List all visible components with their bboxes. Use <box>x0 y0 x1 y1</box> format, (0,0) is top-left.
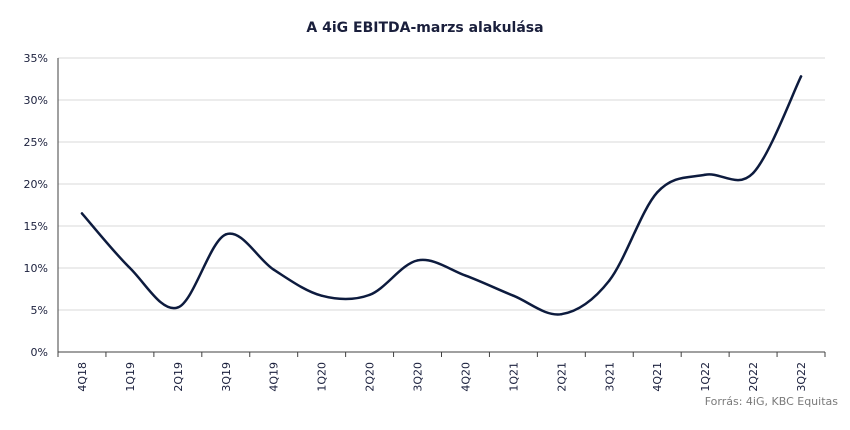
x-tick-label: 4Q21 <box>651 362 664 392</box>
y-axis-ticks: 0% 5% 10% 15% 20% 25% 30% 35% <box>24 52 48 359</box>
data-point <box>464 274 467 277</box>
series <box>80 75 803 316</box>
data-point <box>128 266 132 270</box>
y-tick-label: 15% <box>24 220 48 233</box>
data-point <box>608 279 611 282</box>
chart-title: A 4iG EBITDA-marzs alakulása <box>306 20 544 36</box>
x-tick-label: 2Q21 <box>555 362 568 392</box>
data-point <box>703 173 707 176</box>
data-point <box>80 212 84 215</box>
x-tick-label: 2Q20 <box>364 362 377 392</box>
data-point <box>751 171 755 175</box>
x-tick-label: 1Q22 <box>699 362 712 392</box>
x-tick-label: 3Q20 <box>412 362 425 392</box>
y-tick-label: 5% <box>31 304 48 317</box>
x-tick-label: 1Q19 <box>124 362 137 392</box>
x-tick-label: 3Q19 <box>220 362 233 392</box>
data-point <box>656 191 659 194</box>
data-point <box>512 294 515 297</box>
series-line <box>80 75 803 316</box>
y-tick-label: 20% <box>24 178 48 191</box>
x-tick-label: 3Q21 <box>603 362 616 392</box>
data-point <box>176 306 180 309</box>
data-point <box>799 75 803 78</box>
x-tick-label: 1Q21 <box>507 362 520 392</box>
data-point <box>272 268 275 271</box>
x-tick-label: 2Q19 <box>172 362 185 392</box>
x-tick-label: 4Q18 <box>76 362 89 392</box>
x-tick-label: 1Q20 <box>316 362 329 392</box>
chart-source-note: Forrás: 4iG, KBC Equitas <box>704 395 838 408</box>
data-point <box>320 294 323 297</box>
data-point <box>560 313 563 316</box>
data-point <box>416 259 419 262</box>
x-tick-label: 2Q22 <box>747 362 760 392</box>
y-tick-label: 35% <box>24 52 48 65</box>
data-point <box>368 293 371 297</box>
data-point <box>224 233 227 236</box>
grid-lines <box>58 57 825 311</box>
x-tick-label: 4Q20 <box>459 362 472 392</box>
y-tick-label: 25% <box>24 136 48 149</box>
x-axis-ticks: 4Q18 1Q19 2Q19 3Q19 4Q19 1Q20 2Q20 3Q20 4Q20 1Q21… <box>57 352 826 392</box>
y-tick-label: 0% <box>31 346 48 359</box>
x-tick-label: 3Q22 <box>795 362 808 392</box>
x-tick-label: 4Q19 <box>268 362 281 392</box>
y-tick-label: 10% <box>24 262 48 275</box>
y-tick-label: 30% <box>24 94 48 107</box>
